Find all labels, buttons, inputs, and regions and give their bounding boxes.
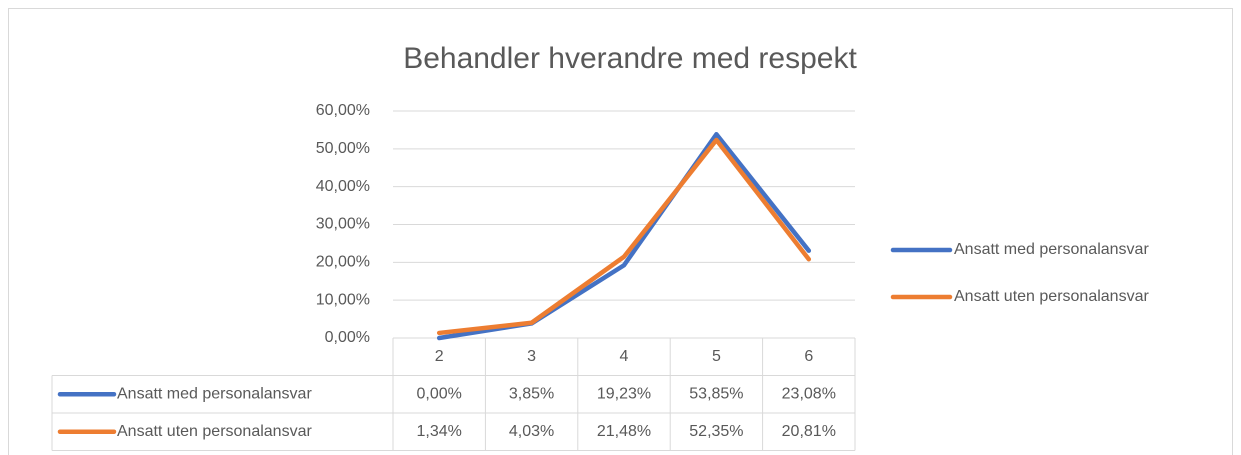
y-tick-label: 10,00% xyxy=(316,291,370,308)
legend-label: Ansatt uten personalansvar xyxy=(954,288,1149,305)
y-tick-label: 20,00% xyxy=(316,254,370,271)
table-value: 3,85% xyxy=(509,385,554,402)
table-series-name: Ansatt uten personalansvar xyxy=(117,423,312,440)
legend-label: Ansatt med personalansvar xyxy=(954,241,1149,258)
table-value: 19,23% xyxy=(597,385,651,402)
x-tick-label: 6 xyxy=(804,348,813,365)
table-value: 53,85% xyxy=(689,385,743,402)
x-tick-label: 4 xyxy=(620,348,629,365)
table-value: 4,03% xyxy=(509,423,554,440)
series-line xyxy=(436,137,812,336)
x-tick-label: 5 xyxy=(712,348,721,365)
y-tick-label: 40,00% xyxy=(316,178,370,195)
table-value: 23,08% xyxy=(782,385,836,402)
table-series-name: Ansatt med personalansvar xyxy=(117,385,312,402)
table-value: 21,48% xyxy=(597,423,651,440)
table-value: 0,00% xyxy=(417,385,462,402)
table-value: 52,35% xyxy=(689,423,743,440)
table-value: 1,34% xyxy=(417,423,462,440)
y-tick-label: 50,00% xyxy=(316,140,370,157)
y-tick-label: 60,00% xyxy=(316,102,370,119)
chart-frame xyxy=(8,8,1233,455)
table-value: 20,81% xyxy=(782,423,836,440)
y-tick-label: 30,00% xyxy=(316,216,370,233)
y-tick-label: 0,00% xyxy=(325,329,370,346)
chart-title: Behandler hverandre med respekt xyxy=(403,42,857,75)
x-tick-label: 2 xyxy=(435,348,444,365)
x-tick-label: 3 xyxy=(527,348,536,365)
